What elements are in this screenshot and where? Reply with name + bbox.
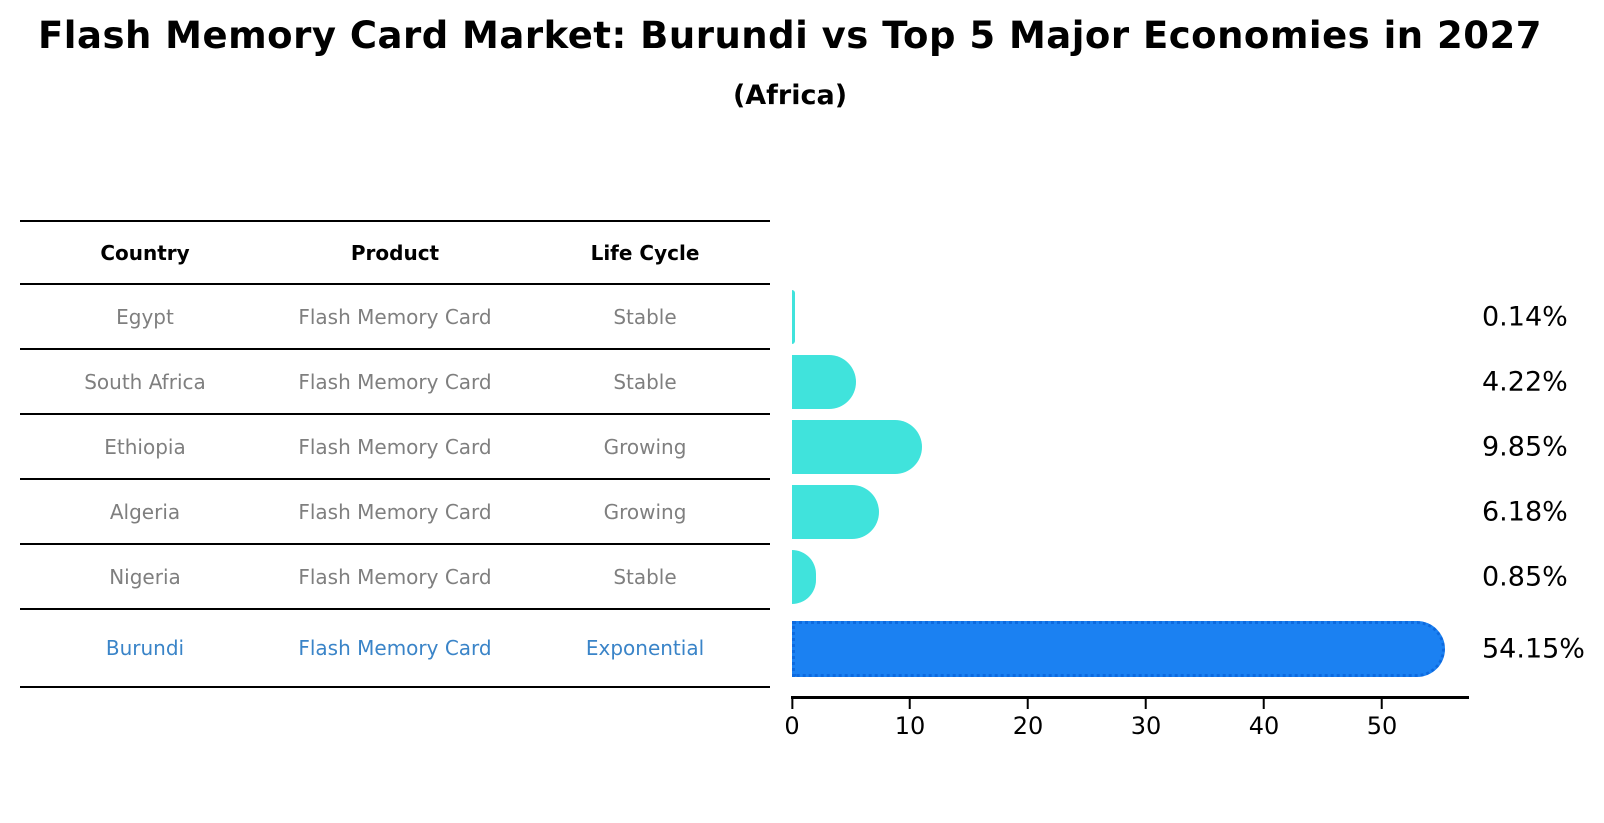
value-label-algeria: 6.18% (1482, 496, 1568, 528)
country-cell: Egypt (116, 304, 174, 329)
x-axis-tick-0: 0 (784, 699, 800, 740)
x-axis-line (791, 696, 1469, 699)
x-axis-tick-30: 30 (1130, 699, 1162, 740)
product-cell: Flash Memory Card (298, 499, 492, 524)
tick-label: 30 (1130, 712, 1162, 740)
tick-mark (791, 699, 793, 709)
life-cycle-cell: Stable (613, 369, 677, 394)
country-cell: South Africa (84, 369, 206, 394)
tick-label: 20 (1012, 712, 1044, 740)
data-table: Country Product Life Cycle Egypt Flash M… (20, 220, 770, 688)
tick-mark (908, 699, 911, 709)
country-cell: Ethiopia (104, 434, 186, 459)
column-header-life-cycle: Life Cycle (590, 240, 700, 265)
table-row-south-africa: South Africa Flash Memory Card Stable (20, 350, 770, 415)
bar-nigeria (792, 550, 817, 604)
column-header-product: Product (350, 240, 440, 265)
life-cycle-cell: Growing (603, 499, 687, 524)
chart-subtitle: (Africa) (732, 80, 848, 111)
bar-chart: 0.14% 4.22% 9.85% 6.18% 0.85% 54.15% 0 1… (784, 0, 1604, 823)
chart-title: Flash Memory Card Market: Burundi vs Top… (38, 14, 1542, 57)
x-axis-tick-40: 40 (1248, 699, 1280, 740)
tick-mark (1262, 699, 1265, 709)
value-label-burundi: 54.15% (1482, 633, 1585, 665)
value-label-egypt: 0.14% (1482, 301, 1568, 333)
value-label-ethiopia: 9.85% (1482, 431, 1568, 463)
life-cycle-cell: Exponential (585, 636, 705, 660)
x-axis-tick-10: 10 (894, 699, 926, 740)
life-cycle-cell: Stable (613, 564, 677, 589)
x-axis-tick-20: 20 (1012, 699, 1044, 740)
bar-egypt (792, 290, 795, 344)
tick-mark (1026, 699, 1029, 709)
bar-ethiopia (792, 420, 923, 474)
product-cell: Flash Memory Card (298, 636, 492, 660)
product-cell: Flash Memory Card (298, 304, 492, 329)
column-header-country: Country (100, 240, 190, 265)
table-row-algeria: Algeria Flash Memory Card Growing (20, 480, 770, 545)
tick-mark (1144, 699, 1147, 709)
tick-label: 0 (784, 712, 800, 740)
tick-mark (1380, 699, 1383, 709)
table-row-ethiopia: Ethiopia Flash Memory Card Growing (20, 415, 770, 480)
bar-burundi-highlighted (792, 621, 1445, 677)
bar-south-africa (792, 355, 856, 409)
tick-label: 50 (1366, 712, 1398, 740)
country-cell: Burundi (105, 636, 185, 660)
table-header-row: Country Product Life Cycle (20, 220, 770, 285)
country-cell: Nigeria (109, 564, 181, 589)
bar-algeria (792, 485, 879, 539)
life-cycle-cell: Growing (603, 434, 687, 459)
table-row-burundi-highlighted: Burundi Flash Memory Card Exponential (20, 610, 770, 688)
product-cell: Flash Memory Card (298, 564, 492, 589)
table-row-egypt: Egypt Flash Memory Card Stable (20, 285, 770, 350)
value-label-nigeria: 0.85% (1482, 561, 1568, 593)
product-cell: Flash Memory Card (298, 434, 492, 459)
life-cycle-cell: Stable (613, 304, 677, 329)
x-axis-tick-50: 50 (1366, 699, 1398, 740)
tick-label: 10 (894, 712, 926, 740)
tick-label: 40 (1248, 712, 1280, 740)
table-row-nigeria: Nigeria Flash Memory Card Stable (20, 545, 770, 610)
country-cell: Algeria (109, 499, 181, 524)
product-cell: Flash Memory Card (298, 369, 492, 394)
value-label-south-africa: 4.22% (1482, 366, 1568, 398)
